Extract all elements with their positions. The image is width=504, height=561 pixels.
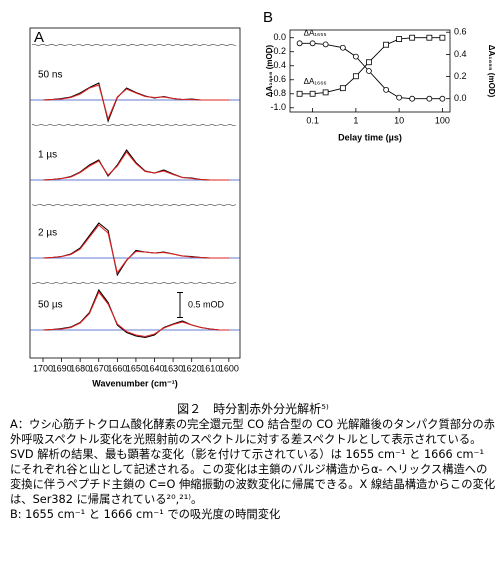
trace-label: 2 µs bbox=[38, 228, 57, 239]
marker bbox=[365, 68, 372, 74]
x-tick-label: 1700 bbox=[33, 363, 53, 373]
marker bbox=[426, 95, 433, 102]
x-tick-label: 1600 bbox=[219, 363, 239, 373]
x-tick-label: 0.1 bbox=[306, 115, 319, 125]
marker bbox=[383, 41, 390, 48]
x-tick-label: 1660 bbox=[107, 363, 127, 373]
residual-line bbox=[31, 44, 237, 47]
trace-label: 1 µs bbox=[38, 150, 57, 161]
caption-title: 図２ 時分割赤外分光解析⁵⁾ bbox=[177, 402, 329, 416]
y2-axis-label: ΔA₁₆₅₅ (mOD) bbox=[487, 45, 496, 98]
caption: 図２ 時分割赤外分光解析⁵⁾ A：ウシ心筋チトクロム酸化酵素の完全還元型 CO … bbox=[10, 402, 496, 522]
series-label: ΔA₁₆₆₆ bbox=[304, 77, 327, 86]
marker bbox=[352, 73, 359, 80]
spectrum-line bbox=[42, 151, 229, 181]
y-axis-label: ΔA₁₆₆₆ (mOD) bbox=[265, 44, 274, 97]
marker bbox=[439, 34, 446, 41]
caption-text: B: 1655 cm⁻¹ と 1666 cm⁻¹ での吸光度の時間変化 bbox=[10, 508, 281, 521]
marker bbox=[409, 95, 416, 102]
marker bbox=[352, 53, 359, 60]
x-tick-label: 1690 bbox=[52, 363, 72, 373]
marker bbox=[365, 59, 372, 66]
scale-bar-label: 0.5 mOD bbox=[188, 299, 225, 309]
residual-line bbox=[31, 281, 237, 284]
y-tick-label: -0.2 bbox=[270, 46, 286, 56]
caption-text: A：ウシ心筋チトクロム酸化酵素の完全還元型 CO 結合型の CO 光解離後のタン… bbox=[10, 418, 496, 506]
x-tick-label: 1630 bbox=[163, 363, 183, 373]
spectrum-line bbox=[42, 84, 229, 121]
x-tick-label: 1670 bbox=[89, 363, 109, 373]
figure: A B Wavenumber (cm⁻¹) Delay time (µs) ΔA… bbox=[29, 9, 496, 388]
y-tick-label: -0.8 bbox=[270, 88, 286, 98]
panel-label: B bbox=[263, 9, 273, 26]
marker bbox=[322, 89, 329, 96]
marker bbox=[309, 40, 316, 47]
y-tick-label: -0.4 bbox=[270, 60, 286, 70]
y-tick-label: 0.0 bbox=[273, 32, 286, 42]
marker bbox=[339, 85, 346, 92]
x-tick-label: 1680 bbox=[70, 363, 90, 373]
y2-tick-label: 0.0 bbox=[454, 93, 467, 103]
x-tick-label: 1640 bbox=[144, 363, 164, 373]
spectrum-line bbox=[42, 290, 229, 338]
marker bbox=[296, 40, 303, 47]
spectrum-line bbox=[42, 149, 229, 181]
y-tick-label: -1.0 bbox=[270, 102, 286, 112]
spectrum-line bbox=[42, 222, 229, 277]
x-tick-label: 1650 bbox=[126, 363, 146, 373]
x-tick-label: 1620 bbox=[182, 363, 202, 373]
marker bbox=[396, 94, 403, 101]
marker bbox=[426, 34, 433, 41]
trace-label: 50 ns bbox=[38, 70, 62, 81]
y2-tick-label: 0.6 bbox=[454, 27, 467, 37]
series-label: ΔA₁₆₅₅ bbox=[304, 28, 327, 37]
y-tick-label: -0.6 bbox=[270, 74, 286, 84]
panel-label: A bbox=[34, 29, 44, 46]
x-tick-label: 100 bbox=[435, 115, 450, 125]
trace-label: 50 µs bbox=[38, 300, 63, 311]
residual-line bbox=[31, 204, 237, 207]
x-tick-label: 10 bbox=[394, 115, 404, 125]
marker bbox=[396, 36, 403, 43]
marker bbox=[383, 86, 390, 93]
marker bbox=[439, 95, 446, 102]
marker bbox=[409, 34, 416, 41]
spectrum-line bbox=[42, 82, 229, 123]
marker bbox=[339, 44, 346, 51]
x-tick-label: 1 bbox=[353, 115, 358, 125]
marker bbox=[296, 90, 303, 97]
panel-b-frame bbox=[289, 29, 451, 113]
scale-bar bbox=[177, 292, 183, 318]
marker bbox=[309, 90, 316, 97]
residual-line bbox=[31, 123, 237, 126]
spectrum-line bbox=[42, 224, 229, 275]
panel-a-frame bbox=[29, 27, 241, 359]
marker bbox=[322, 41, 329, 48]
x-axis-label: Wavenumber (cm⁻¹) bbox=[92, 378, 177, 388]
x-axis-label: Delay time (µs) bbox=[338, 132, 402, 142]
y2-tick-label: 0.4 bbox=[454, 49, 467, 59]
x-tick-label: 1610 bbox=[200, 363, 220, 373]
y2-tick-label: 0.2 bbox=[454, 71, 467, 81]
